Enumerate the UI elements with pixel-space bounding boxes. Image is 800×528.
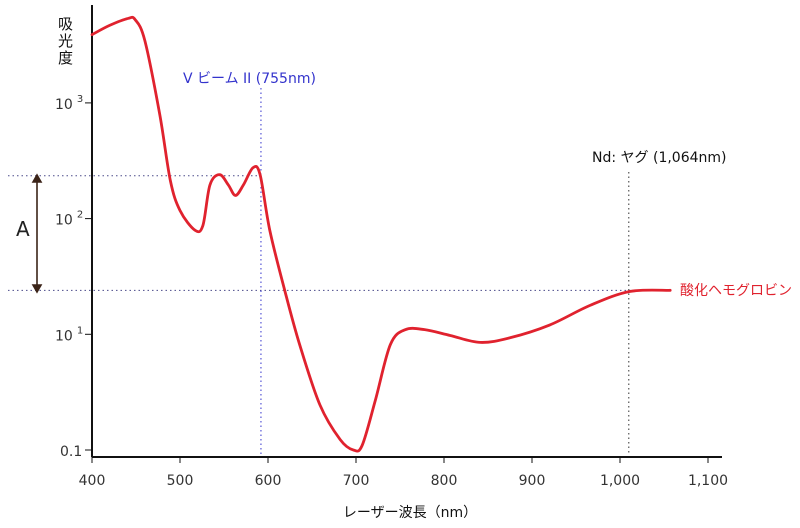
y-tick-exponent: 1 bbox=[77, 325, 83, 336]
y-tick-exponent: 2 bbox=[77, 210, 83, 221]
x-tick-label: 600 bbox=[255, 473, 282, 489]
x-ticks: 400 500 600 700 800 900 1,000 1,100 bbox=[79, 457, 728, 489]
y-axis-label: 吸光度 bbox=[56, 16, 74, 67]
guide-lines bbox=[8, 88, 672, 455]
y-tick-exponent: 3 bbox=[77, 94, 83, 105]
x-axis-label: レーザー波長（nm） bbox=[343, 505, 477, 521]
x-tick-label: 700 bbox=[343, 473, 370, 489]
y-tick-label: 0.1 bbox=[60, 444, 82, 460]
range-a-arrow bbox=[31, 173, 43, 294]
x-tick-label: 400 bbox=[79, 473, 106, 489]
x-tick-label: 1,000 bbox=[600, 473, 640, 489]
y-tick-label: 10 3 bbox=[55, 94, 83, 113]
y-tick-label: 10 1 bbox=[55, 325, 83, 344]
range-a-label: A bbox=[16, 217, 30, 241]
series-line-oxyhemoglobin bbox=[90, 15, 672, 453]
vbeam-label: V ビーム II (755nm) bbox=[183, 71, 316, 87]
y-tick-label: 10 2 bbox=[55, 210, 83, 229]
x-tick-label: 800 bbox=[431, 473, 458, 489]
x-tick-label: 900 bbox=[519, 473, 546, 489]
x-tick-label: 1,100 bbox=[688, 473, 728, 489]
ndyag-label: Nd: ヤグ (1,064nm) bbox=[592, 150, 727, 166]
x-tick-label: 500 bbox=[167, 473, 194, 489]
series-label: 酸化ヘモグロビン bbox=[680, 283, 792, 299]
